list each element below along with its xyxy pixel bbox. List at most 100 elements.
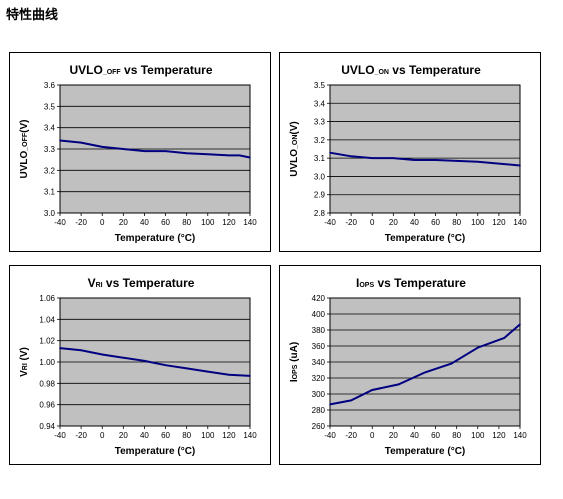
x-tick-label: -20 [75, 218, 87, 227]
y-tick-label: 1.04 [39, 315, 55, 324]
data-point [59, 139, 61, 142]
y-tick-label: 3.2 [314, 136, 326, 145]
y-tick-label: 360 [312, 342, 326, 351]
chart-panel-vri: VRI vs Temperature 1.06 1.04 1.02 1.00 0.98 0.… [9, 265, 271, 465]
x-tick-label: -20 [75, 431, 87, 440]
data-point [519, 164, 521, 167]
chart-panel-uvlo-on: UVLO_ON vs Temperature 3.5 3.4 3.3 3.2 3.1 3.0… [279, 52, 541, 252]
x-tick-label: -40 [54, 431, 66, 440]
y-tick-label: 420 [312, 294, 326, 303]
y-tick-label: 0.94 [39, 422, 55, 431]
data-point [350, 155, 352, 158]
x-tick-label: 0 [100, 218, 105, 227]
x-tick-label: 0 [100, 431, 105, 440]
y-tick-label: 300 [312, 390, 326, 399]
x-tick-label: 100 [201, 218, 215, 227]
y-tick-label: 3.1 [44, 188, 56, 197]
x-tick-label: 120 [492, 431, 506, 440]
x-axis-label: Temperature (°C) [385, 233, 466, 244]
data-point [519, 323, 521, 326]
x-tick-label: 120 [492, 218, 506, 227]
data-point [455, 160, 458, 162]
y-tick-label: 3.5 [44, 102, 56, 111]
y-tick-label: 2.9 [314, 191, 326, 200]
y-tick-label: 3.3 [44, 145, 56, 154]
x-tick-label: 140 [513, 431, 527, 440]
y-tick-label: 320 [312, 374, 326, 383]
data-point [206, 370, 209, 373]
x-tick-label: 0 [370, 431, 375, 440]
x-tick-label: 60 [161, 431, 170, 440]
y-tick-label: 3.1 [314, 154, 326, 163]
data-point [80, 349, 82, 352]
data-point [350, 399, 352, 402]
x-tick-label: 40 [410, 431, 419, 440]
data-point [143, 360, 146, 362]
data-point [143, 150, 146, 152]
x-tick-label: 80 [182, 431, 191, 440]
x-tick-label: 20 [389, 218, 398, 227]
x-tick-label: 100 [471, 218, 485, 227]
data-point [249, 375, 251, 377]
x-tick-label: 60 [431, 218, 440, 227]
data-point [371, 389, 374, 391]
data-point [450, 362, 453, 365]
y-tick-label: 0.96 [39, 401, 55, 410]
x-tick-label: 80 [452, 431, 461, 440]
x-axis-label: Temperature (°C) [115, 446, 196, 457]
x-tick-label: 60 [431, 431, 440, 440]
y-tick-label: 3.0 [44, 209, 56, 218]
data-point [238, 154, 241, 157]
x-tick-label: 20 [119, 431, 128, 440]
chart-panel-uvlo-off: UVLO_OFF vs Temperature 3.6 3.5 3.4 3.3 3.2 3.… [9, 52, 271, 252]
chart-panel-iops: IOPS vs Temperature 420 400 380 360 340 320 300… [279, 265, 541, 465]
data-point [185, 367, 188, 370]
data-point [434, 159, 437, 161]
y-tick-label: 2.8 [314, 209, 326, 218]
data-point [424, 371, 426, 374]
chart-title: UVLO_ON vs Temperature [341, 63, 481, 77]
series-line [59, 347, 251, 377]
data-point [206, 153, 209, 156]
y-tick-label: 260 [312, 422, 326, 431]
data-point [329, 151, 331, 154]
data-point [329, 403, 331, 406]
y-tick-label: 280 [312, 406, 326, 415]
x-tick-label: 120 [222, 218, 236, 227]
y-tick-label: 0.98 [39, 379, 55, 388]
data-point [122, 356, 125, 359]
data-point [498, 162, 500, 165]
x-tick-label: 80 [452, 218, 461, 227]
x-tick-label: -40 [324, 218, 336, 227]
x-tick-label: 140 [513, 218, 527, 227]
chart-title: UVLO_OFF vs Temperature [69, 63, 212, 77]
x-tick-label: -20 [345, 218, 357, 227]
x-axis-label: Temperature (°C) [115, 233, 196, 244]
y-tick-label: 1.00 [39, 358, 55, 367]
x-tick-label: 60 [161, 218, 170, 227]
chart-vri: VRI vs Temperature 1.06 1.04 1.02 1.00 0.98 0.… [19, 276, 257, 457]
chart-uvlo-on: UVLO_ON vs Temperature 3.5 3.4 3.3 3.2 3.1 3.0… [289, 63, 527, 244]
y-axis-label: IOPS (uA) [289, 342, 300, 382]
data-point [392, 157, 395, 159]
chart-uvlo-off: UVLO_OFF vs Temperature 3.6 3.5 3.4 3.3 3.2 3.… [19, 63, 257, 244]
x-tick-label: 140 [243, 218, 257, 227]
y-tick-label: 380 [312, 326, 326, 335]
data-point [371, 157, 374, 159]
chart-title: VRI vs Temperature [88, 276, 195, 290]
x-tick-label: 100 [201, 431, 215, 440]
x-tick-label: 120 [222, 431, 236, 440]
y-axis-label: UVLO_OFF(V) [19, 119, 30, 178]
data-point [228, 154, 230, 157]
y-tick-label: 400 [312, 310, 326, 319]
x-axis-label: Temperature (°C) [385, 446, 466, 457]
chart-iops: IOPS vs Temperature420400380360340320300… [289, 276, 527, 457]
x-tick-label: 100 [471, 431, 485, 440]
data-point [101, 146, 104, 148]
y-axis-label: UVLO_ON(V) [289, 121, 300, 177]
x-tick-label: 20 [389, 431, 398, 440]
x-tick-label: -20 [345, 431, 357, 440]
data-point [164, 150, 167, 152]
y-axis-label: VRI (V) [19, 347, 30, 377]
y-tick-label: 1.06 [39, 294, 55, 303]
